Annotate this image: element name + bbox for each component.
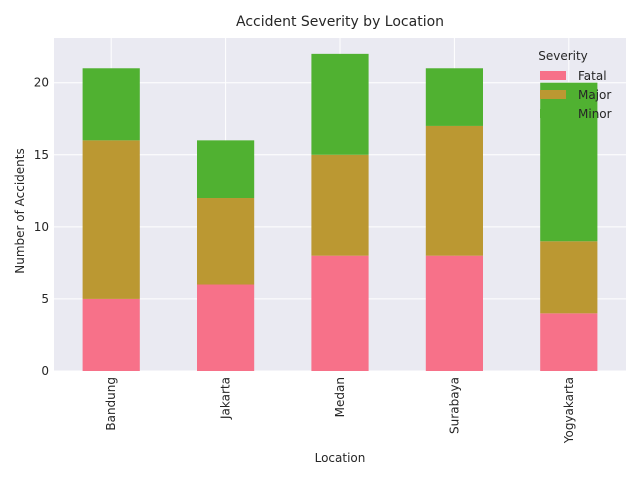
bar-minor-jakarta (197, 140, 255, 199)
bar-major-medan (311, 154, 369, 256)
x-tick-label: Bandung (104, 377, 118, 431)
x-tick-label: Jakarta (219, 377, 233, 420)
bars (82, 53, 598, 371)
x-tick-label: Yogyakarta (562, 377, 576, 444)
y-tick-label: 5 (41, 292, 49, 306)
legend: Severity Fatal Major Minor (538, 49, 611, 121)
x-tick-label: Surabaya (447, 377, 461, 434)
x-tick-labels: Bandung Jakarta Medan Surabaya Yogyakarta (104, 377, 576, 444)
bar-fatal-yogyakarta (540, 313, 598, 371)
y-tick-label: 0 (41, 364, 49, 378)
y-tick-label: 10 (34, 220, 49, 234)
legend-label-major: Major (578, 88, 611, 102)
y-tick-label: 20 (34, 76, 49, 90)
x-tick-label: Medan (333, 377, 347, 417)
legend-label-fatal: Fatal (578, 69, 607, 83)
y-tick-label: 15 (34, 148, 49, 162)
legend-swatch-minor (540, 109, 566, 118)
bar-fatal-medan (311, 255, 369, 371)
bar-fatal-bandung (82, 298, 140, 371)
bar-minor-bandung (82, 68, 140, 141)
bar-fatal-surabaya (425, 255, 483, 371)
legend-swatch-fatal (540, 71, 566, 80)
chart-title: Accident Severity by Location (236, 14, 444, 30)
legend-label-minor: Minor (578, 107, 612, 121)
bar-fatal-jakarta (197, 284, 255, 371)
bar-major-yogyakarta (540, 241, 598, 314)
bar-minor-medan (311, 53, 369, 155)
legend-swatch-major (540, 90, 566, 99)
x-axis-title: Location (315, 451, 366, 465)
legend-items: Fatal Major Minor (540, 69, 612, 121)
y-axis-title: Number of Accidents (13, 148, 27, 274)
bar-major-jakarta (197, 198, 255, 285)
legend-title: Severity (538, 49, 588, 63)
bar-major-surabaya (425, 125, 483, 256)
bar-major-bandung (82, 140, 140, 299)
y-tick-labels: 0 5 10 15 20 (34, 76, 49, 378)
bar-minor-surabaya (425, 68, 483, 126)
